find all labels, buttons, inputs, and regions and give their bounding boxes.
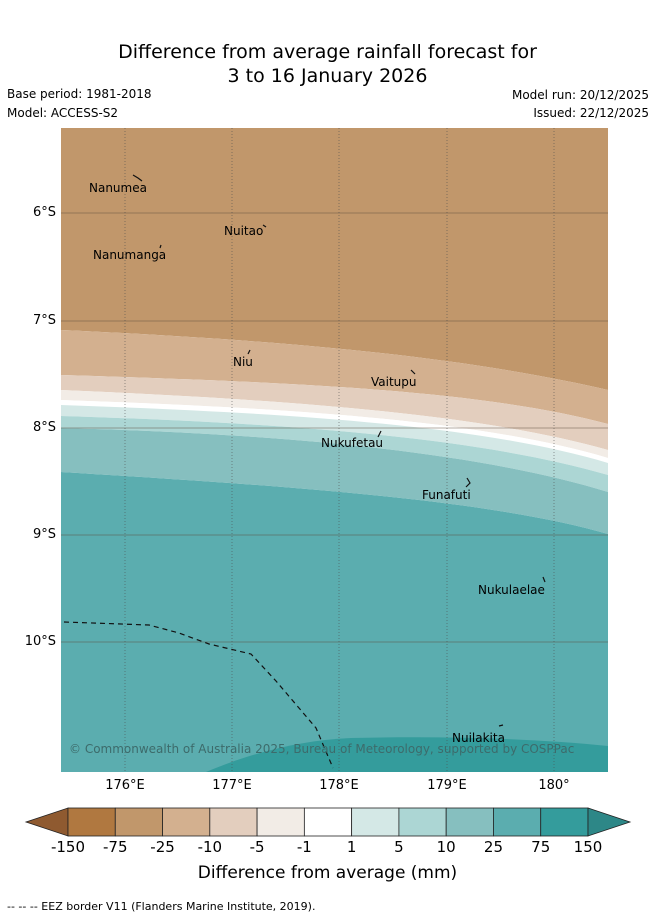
colorbar-tick-label: 25 [483,838,503,856]
colorbar-segment [303,807,353,837]
colorbar-tick-label: -75 [103,838,128,856]
band-10-to-5 [61,390,608,458]
colorbar-segment [114,807,163,837]
island-label-nanumea: Nanumea [89,181,147,195]
graticule-latitude [61,212,608,643]
colorbar-tick-label: 10 [436,838,456,856]
band-75-to-150 [206,737,608,772]
island-label-niu: Niu [233,355,253,369]
base-period: Base period: 1981-2018 [7,87,152,101]
nanumanga-island-shape [159,244,162,249]
colorbar-tick-label: -10 [197,838,223,856]
island-shapes [132,174,546,727]
colorbar-segment [445,807,494,837]
nanumea-island-shape [132,174,143,182]
eez-border [63,621,334,769]
graticule-longitude [124,128,555,772]
nukulaelae-island-shape [542,576,546,583]
band-25-to-10 [61,375,608,450]
map-title-line-2: 3 to 16 January 2026 [227,65,428,87]
band-5-to-10 [61,416,608,492]
island-label-nuilakita: Nuilakita [452,731,505,745]
colorbar-tick-label: -5 [249,838,265,856]
colorbar-segment [209,807,258,837]
colorbar-extend-low [24,807,69,837]
longitude-label-180: 180° [538,778,570,793]
colorbar [24,807,632,837]
band-5-to-1 [61,400,608,463]
colorbar-title: Difference from average (mm) [197,863,458,883]
colorbar-segment [67,807,116,837]
colorbar-tick-label: 1 [346,838,357,856]
longitude-label-176e: 176°E [105,778,145,793]
island-label-nanumanga: Nanumanga [93,248,167,262]
model-name: Model: ACCESS-S2 [7,106,119,120]
colorbar-segment [256,807,305,837]
colorbar-extend-high [587,807,632,837]
colorbar-segment [162,807,211,837]
island-label-nukufetau: Nukufetau [321,436,384,450]
colorbar-tick-label: 75 [531,838,551,856]
nuilakita-island-shape [498,724,504,727]
longitude-label-178e: 178°E [319,778,359,793]
map-title-line-1: Difference from average rainfall forecas… [118,41,537,63]
band-below-75 [61,128,608,390]
nukufetau-island-shape [377,430,382,438]
latitude-label-6s: 6°S [32,205,56,220]
band-10-to-25 [61,428,608,534]
colorbar-tick-label: -150 [50,838,86,856]
model-run-date: Model run: 20/12/2025 [511,88,649,102]
colorbar-segment [493,807,542,837]
colorbar-segment [398,807,447,837]
copyright-notice: © Commonwealth of Australia 2025, Bureau… [69,742,575,756]
band-1-to-5 [61,405,608,475]
latitude-label-10s: 10°S [24,634,56,649]
longitude-label-177e: 177°E [212,778,252,793]
colorbar-tick-label: -25 [150,838,175,856]
island-label-nuitao: Nuitao [224,224,264,238]
longitude-label-179e: 179°E [427,778,467,793]
funafuti-island-shape [465,477,471,488]
issued-date: Issued: 22/12/2025 [533,106,649,120]
island-label-vaitupu: Vaitupu [371,375,417,389]
niu-island-shape [247,349,251,355]
band-75-to-25 [61,330,608,424]
island-label-funafuti: Funafuti [422,488,471,502]
colorbar-tick-label: 5 [394,838,404,856]
latitude-label-9s: 9°S [32,527,56,542]
colorbar-tick-label: -1 [296,838,312,856]
latitude-label-7s: 7°S [32,313,56,328]
rainfall-map[interactable]: Nanumea Nuitao Nanumanga Niu Vaitupu Nuk… [61,128,608,772]
colorbar-segment [351,807,400,837]
colorbar-segment [540,807,589,837]
island-label-nukulaelae: Nukulaelae [478,583,545,597]
nuitao-island-shape [262,224,267,228]
map-shading [61,128,608,772]
latitude-label-8s: 8°S [32,420,56,435]
vaitupu-island-shape [410,369,416,375]
band-25-to-75 [61,472,608,772]
colorbar-tick-label: 150 [573,838,603,856]
eez-legend-note: -- -- -- EEZ border V11 (Flanders Marine… [7,900,316,913]
